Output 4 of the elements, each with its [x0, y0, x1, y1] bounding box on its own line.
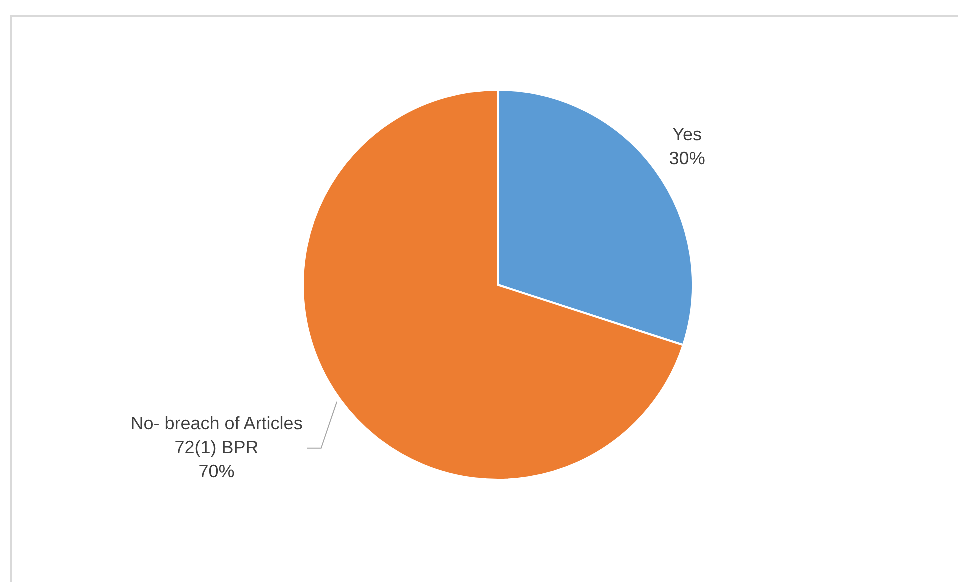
slice-label: Yes — [672, 124, 702, 144]
data-label: 70% — [198, 461, 235, 482]
data-label: 30% — [669, 148, 706, 168]
slice-label: No- breach of Articles 72(1) BPR — [130, 413, 303, 458]
